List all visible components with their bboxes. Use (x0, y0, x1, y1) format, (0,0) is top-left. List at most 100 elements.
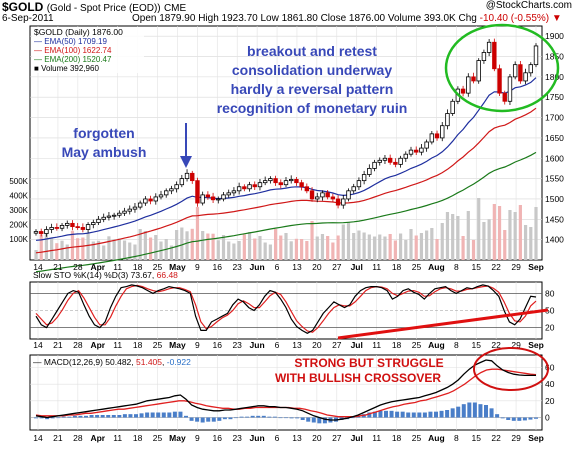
candle-body (111, 214, 117, 217)
high-label: High (198, 13, 219, 24)
symbol: $GOLD (2, 0, 44, 14)
volume-bar (445, 212, 450, 260)
macd-hist-bar (400, 411, 405, 418)
x-tick-label: 28 (73, 262, 83, 272)
volume-bar (440, 223, 444, 260)
low-value: 1861.80 (281, 13, 318, 24)
volume-bar (211, 233, 215, 260)
macd-legend: — MACD(12,26,9) 50.482, 51.405, -0.922 (33, 357, 191, 367)
candle-body (445, 113, 450, 127)
volume-bar (513, 212, 517, 260)
macd-hist-bar (178, 411, 183, 418)
x-tick-label: 23 (232, 433, 242, 443)
candle-body (226, 192, 231, 196)
macd-hist-bar (295, 417, 300, 419)
candle-body (273, 178, 278, 184)
candle-body (148, 198, 153, 202)
volume-bar (388, 234, 392, 260)
volume-bars (34, 198, 538, 260)
candle-body (403, 153, 408, 159)
candle-body (528, 64, 533, 74)
candle-body (257, 182, 263, 188)
stoch-d-value: 66.48 (157, 270, 179, 280)
x-tick-label: Sep (528, 340, 544, 350)
volume-bar (425, 230, 429, 260)
x-tick-label: 25 (153, 433, 163, 443)
volume-bar (81, 237, 85, 260)
x-tick-label: 18 (392, 433, 402, 443)
macd-hist-bar (228, 417, 233, 420)
stoch-tick-label: 50 (545, 306, 555, 316)
macd-tick-label: 40 (545, 379, 555, 389)
x-tick-label: 29 (511, 433, 521, 443)
macd-hist-bar (450, 408, 455, 418)
candle-body (289, 179, 294, 182)
x-tick-label: Aug (428, 262, 445, 272)
volume-tick-label: 500K (9, 177, 28, 186)
x-tick-label: 21 (53, 340, 63, 350)
volume-bar (419, 233, 424, 260)
volume-bar (393, 240, 397, 260)
macd-hist-bar (478, 404, 483, 418)
x-tick-label: 20 (312, 262, 322, 272)
macd-tick-label: 0 (545, 413, 550, 423)
macd-hist-bar (117, 415, 122, 418)
candle-body (252, 184, 257, 188)
volume-bar (279, 235, 283, 260)
volume-bar (487, 219, 491, 260)
volume-bar (117, 238, 121, 260)
volume-bar (133, 244, 137, 260)
candle-body (44, 229, 49, 234)
candle-body (91, 222, 96, 225)
x-tick-label: 16 (213, 433, 223, 443)
macd-hist-value: -0.922 (167, 357, 191, 367)
macd-hist-bar (245, 416, 250, 418)
macd-hist-bar (89, 415, 94, 418)
volume-tick-label: 200K (9, 221, 28, 230)
x-tick-label: 18 (133, 433, 143, 443)
x-tick-label: Sep (528, 433, 544, 443)
macd-hist-bar (534, 417, 538, 419)
candle-body (476, 60, 481, 82)
x-tick-label: 13 (292, 340, 302, 350)
x-tick-label: 22 (491, 340, 501, 350)
volume-bar (352, 233, 356, 260)
x-tick-label: Apr (90, 433, 105, 443)
candle-body (294, 179, 299, 184)
macd-hist-bar (222, 417, 227, 420)
candle-body (330, 196, 336, 200)
volume-bar (331, 242, 335, 260)
volume-bar (451, 214, 455, 260)
x-tick-label: 20 (312, 340, 322, 350)
macd-tick-label: 20 (545, 396, 555, 406)
macd-hist-bar (372, 411, 377, 418)
legend-ema100: — EMA(100) 1622.74 (34, 46, 112, 55)
macd-hist-bar (67, 416, 72, 418)
x-tick-label: Jun (250, 433, 265, 443)
macd-hist-bar (50, 417, 55, 419)
volume-bar (414, 235, 418, 260)
macd-hist-bar (484, 405, 488, 418)
stoch-lines (35, 284, 537, 334)
macd-hist-bar (134, 414, 138, 418)
x-tick-label: 25 (412, 433, 422, 443)
candle-body (137, 202, 143, 208)
macd-hist-bar (384, 410, 388, 418)
candle-body (393, 161, 398, 165)
x-tick-label: 9 (195, 340, 200, 350)
volume-bar (503, 230, 507, 260)
macd-hist-bar (72, 415, 77, 418)
x-tick-label: 11 (113, 262, 122, 272)
candle-body (262, 180, 268, 184)
macd-hist-bar (95, 415, 100, 418)
macd-hist-bar (300, 417, 305, 420)
open-label: Open (132, 13, 157, 24)
candle-body (304, 186, 310, 192)
x-tick-label: 18 (392, 262, 402, 272)
volume-tick-label: 400K (9, 192, 28, 201)
high-value: 1923.70 (221, 13, 258, 24)
stoch-d-line (35, 284, 537, 333)
low-label: Low (260, 13, 279, 24)
candle-body (382, 157, 388, 161)
